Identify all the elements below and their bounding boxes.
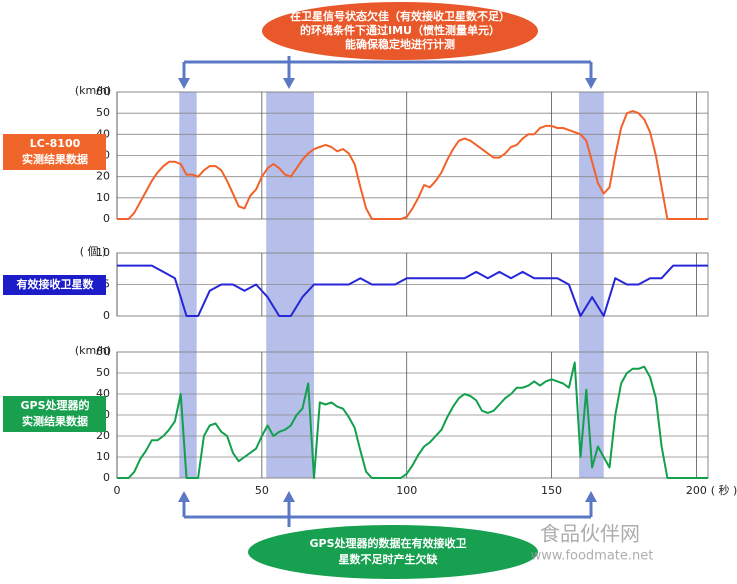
bottom-note: GPS处理器的数据在有效接收卫 星数不足时产生欠缺: [248, 525, 538, 579]
side-label: LC-8100 实测结果数据: [3, 134, 106, 170]
y-axis-label: (km/h): [75, 344, 111, 357]
note-line: 星数不足时产生欠缺: [339, 552, 439, 566]
y-tick-label: 0: [103, 309, 110, 322]
side-label-box: [3, 396, 106, 432]
y-tick-label: 20: [96, 429, 110, 442]
x-tick-label: 0: [114, 484, 121, 497]
bottom-callout: [178, 491, 597, 527]
note-line: 的环境条件下通过IMU（惯性测量单元）: [300, 23, 500, 37]
y-tick-label: 10: [96, 191, 110, 204]
y-tick-label: 60: [96, 345, 110, 358]
y-tick-label: 20: [96, 170, 110, 183]
side-label-box: [3, 275, 106, 295]
y-tick-label: 10: [96, 246, 110, 259]
side-label-text: 实测结果数据: [22, 414, 88, 428]
highlight-band: [179, 92, 197, 478]
side-label-text: 有效接收卫星数: [17, 277, 95, 291]
side-label-text: GPS处理器的: [20, 398, 89, 412]
note-line: 能确保稳定地进行计测: [345, 37, 455, 51]
data-line: [117, 361, 708, 479]
x-tick-label: 150: [541, 484, 562, 497]
y-axis-label: (km/h): [75, 84, 111, 97]
watermark: 食品伙伴网: [540, 522, 640, 546]
x-tick-label: 100: [396, 484, 417, 497]
note-line: GPS处理器的数据在有效接收卫: [309, 536, 466, 550]
data-line: [117, 110, 708, 220]
x-tick-label: 200: [686, 484, 707, 497]
highlight-band: [266, 92, 314, 478]
y-tick-label: 5: [103, 278, 110, 291]
y-tick-label: 10: [96, 450, 110, 463]
y-tick-label: 0: [103, 471, 110, 484]
top-callout: [178, 56, 597, 89]
watermark: www.foodmate.net: [531, 549, 654, 564]
side-label: 有效接收卫星数: [3, 275, 106, 295]
x-tick-label: 50: [255, 484, 269, 497]
y-tick-label: 60: [96, 85, 110, 98]
x-axis-label: ( 秒 ): [711, 483, 737, 497]
y-tick-label: 0: [103, 212, 110, 225]
top-note: 在卫星信号状态欠佳（有效接收卫星数不足） 的环境条件下通过IMU（惯性测量单元）…: [262, 2, 538, 60]
note-line: 在卫星信号状态欠佳（有效接收卫星数不足）: [290, 9, 510, 23]
y-tick-label: 50: [96, 366, 110, 379]
side-label-box: [3, 134, 106, 170]
data-line: [117, 264, 708, 317]
y-tick-label: 50: [96, 106, 110, 119]
side-label-text: 实测结果数据: [22, 152, 88, 166]
y-axis-label: ( 個 ): [80, 245, 107, 258]
side-label-text: LC-8100: [30, 137, 81, 150]
